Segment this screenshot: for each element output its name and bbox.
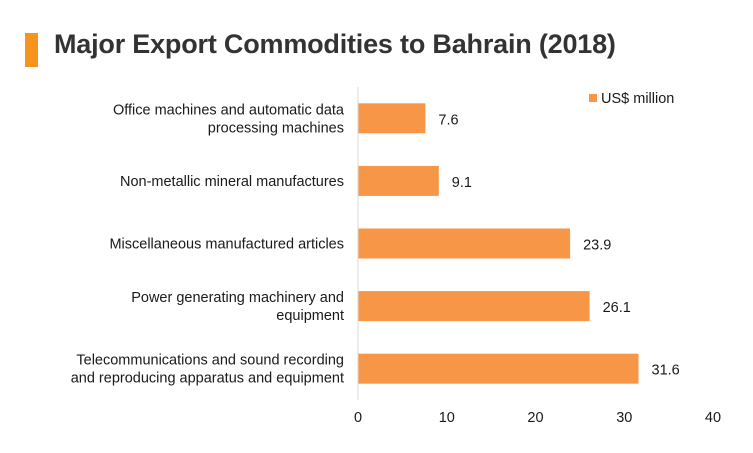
category-label-3: Power generating machinery and equipment [131, 290, 344, 324]
category-label-line: Office machines and automatic data [113, 102, 345, 118]
legend-swatch [589, 94, 597, 102]
data-label-0: 7.6 [438, 112, 458, 128]
category-label-line: equipment [276, 308, 344, 324]
category-label-2: Miscellaneous manufactured articles [109, 237, 344, 253]
category-label-line: processing machines [208, 120, 344, 136]
category-label-line: Non-metallic mineral manufactures [120, 174, 344, 190]
legend-label: US$ million [601, 91, 674, 107]
category-label-line: Telecommunications and sound recording [76, 353, 344, 369]
category-label-line: Miscellaneous manufactured articles [109, 237, 344, 253]
data-label-1: 9.1 [452, 175, 472, 191]
title-accent-bar [25, 33, 38, 67]
data-label-4: 31.6 [652, 363, 680, 379]
x-tick-label-4: 40 [705, 410, 721, 426]
category-label-line: and reproducing apparatus and equipment [71, 371, 344, 387]
data-label-2: 23.9 [583, 238, 611, 254]
bar-2 [358, 228, 571, 259]
category-label-4: Telecommunications and sound recording an… [71, 353, 344, 387]
x-tick-label-3: 30 [616, 410, 632, 426]
category-label-line: Power generating machinery and [131, 290, 344, 306]
x-tick-label-2: 20 [527, 410, 543, 426]
category-label-0: Office machines and automatic data proces… [113, 102, 345, 136]
bar-4 [358, 353, 639, 384]
x-tick-label-1: 10 [439, 410, 455, 426]
category-label-1: Non-metallic mineral manufactures [120, 174, 344, 190]
bar-0 [358, 103, 426, 134]
bar-3 [358, 291, 590, 322]
x-tick-label-0: 0 [354, 410, 362, 426]
bar-1 [358, 165, 439, 196]
data-label-3: 26.1 [603, 300, 631, 316]
chart-title: Major Export Commodities to Bahrain (201… [54, 29, 616, 59]
